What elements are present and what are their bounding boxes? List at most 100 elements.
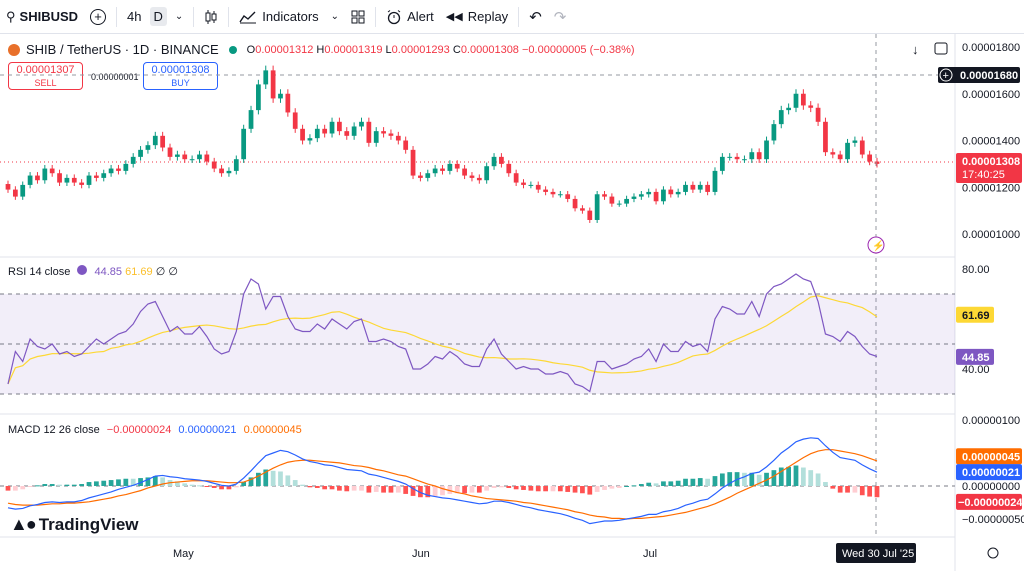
replay-button[interactable]: ◀◀ Replay	[440, 0, 514, 33]
macd-histogram-bar	[778, 467, 784, 486]
macd-histogram-bar	[638, 484, 644, 486]
candle-body	[27, 175, 33, 185]
macd-histogram-bar	[602, 486, 607, 490]
macd-histogram-bar	[395, 486, 401, 493]
candle-body	[226, 170, 232, 174]
macd-signal-line	[7, 449, 878, 520]
rsi-label[interactable]: RSI 14 close	[8, 266, 71, 278]
macd-histogram-bar	[646, 482, 652, 486]
macd-histogram-bar	[5, 486, 11, 491]
alert-button[interactable]: Alert	[380, 0, 440, 33]
rsi-ma-tag	[956, 306, 994, 323]
candle-body	[197, 154, 202, 160]
candle-body	[57, 173, 62, 183]
macd-label[interactable]: MACD 12 26 close	[8, 424, 100, 436]
candle-body	[764, 140, 769, 160]
candle-body	[646, 191, 652, 195]
candle-body	[616, 203, 622, 205]
macd-histogram-bar	[580, 486, 585, 494]
chart-type-button[interactable]	[198, 0, 224, 33]
indicators-dropdown[interactable]: ⌄	[325, 0, 345, 33]
macd-histogram-bar	[756, 474, 762, 486]
indicators-button[interactable]: Indicators	[233, 0, 324, 33]
price-tick-label: 0.00001400	[962, 136, 1020, 148]
macd-histogram-bar	[535, 486, 541, 492]
macd-signal-value: 0.00000045	[243, 424, 302, 436]
macd-histogram-bar	[418, 486, 423, 498]
macd-histogram-bar	[86, 482, 92, 486]
interval-4h[interactable]: 4h	[127, 9, 142, 24]
candle-body	[337, 121, 342, 132]
rsi-legend: RSI 14 close 44.85 61.69 ∅ ∅	[8, 265, 178, 278]
crosshair-date-tag	[836, 543, 916, 563]
candle-body	[123, 163, 129, 171]
candle-body	[786, 107, 792, 111]
candle-body	[130, 156, 136, 164]
candle-body	[830, 152, 836, 155]
macd-histogram-bar	[499, 486, 504, 488]
candle-body	[609, 196, 615, 204]
macd-signal-tag	[956, 448, 1022, 465]
macd-histogram-bar	[550, 486, 556, 492]
high-value: 0.00001319	[324, 43, 383, 56]
candle-body	[219, 168, 224, 174]
candle-body	[403, 140, 409, 150]
undo-button[interactable]: ↶	[523, 0, 548, 33]
interval-dropdown[interactable]: ⌄	[169, 0, 189, 33]
candle-body	[594, 194, 600, 220]
macd-histogram-bar	[263, 469, 269, 486]
interval-1d[interactable]: D	[148, 0, 169, 33]
macd-histogram-bar	[528, 486, 534, 491]
price-tick-label: 0.00001200	[962, 182, 1020, 194]
macd-histogram-bar	[292, 480, 298, 486]
price-tick-label: 0.00001600	[962, 89, 1020, 101]
sell-button[interactable]: 0.00001307 SELL	[8, 62, 83, 90]
crosshair-price-label: 0.00001680	[960, 70, 1018, 82]
macd-histogram-bar	[675, 480, 681, 486]
candle-body	[727, 156, 733, 158]
open-value: 0.00001312	[255, 43, 314, 56]
flash-glyph: ⚡	[872, 239, 884, 252]
macd-histogram-bar	[241, 482, 247, 486]
layouts-button[interactable]	[345, 0, 371, 33]
candle-body	[160, 135, 166, 148]
candle-body	[661, 189, 666, 202]
buy-button[interactable]: 0.00001308 BUY	[143, 62, 218, 90]
rsi-value: 44.85	[94, 266, 123, 278]
macd-histogram-bar	[108, 480, 114, 486]
candle-body	[152, 135, 158, 146]
symbol-search[interactable]: ⚲ SHIBUSD	[0, 0, 84, 33]
macd-histogram-bar	[742, 472, 747, 486]
candle-body	[653, 191, 659, 202]
rsi-ma-value: 61.69	[125, 266, 153, 278]
redo-button[interactable]: ↷	[548, 0, 573, 33]
candle-body	[211, 161, 217, 169]
candle-body	[292, 112, 298, 129]
candle-body	[543, 189, 548, 192]
macd-histogram-bar	[344, 486, 350, 492]
indicators-label: Indicators	[262, 9, 319, 24]
macd-line-tag-label: 0.00000021	[962, 467, 1020, 479]
settings-gear-icon	[987, 547, 999, 559]
compare-button[interactable]: +	[84, 0, 112, 33]
macd-histogram-bar	[307, 486, 313, 488]
candle-body	[241, 128, 247, 160]
candle-body	[749, 152, 755, 160]
candle-body	[351, 126, 357, 136]
macd-histogram-bar	[64, 484, 70, 486]
candle-body	[388, 133, 394, 136]
macd-histogram-bar	[182, 483, 188, 486]
redo-icon: ↷	[553, 8, 567, 26]
macd-histogram-bar	[771, 470, 777, 486]
chart-canvas[interactable]: 0.00001800 0.00001600 0.00001400 0.00001200…	[0, 34, 1024, 571]
candle-body	[815, 107, 821, 122]
candle-body	[874, 161, 880, 164]
macd-histogram-bar	[425, 486, 431, 498]
macd-histogram-bar	[42, 484, 48, 486]
time-axis-label: May	[173, 548, 194, 560]
tradingview-logo[interactable]: ▲● TradingView	[10, 514, 139, 535]
macd-histogram-bar	[71, 484, 77, 486]
symbol-title[interactable]: SHIB / TetherUS · 1D · BINANCE	[26, 42, 219, 57]
macd-histogram-bar	[484, 486, 490, 491]
rsi-extra-2: ∅	[168, 266, 178, 278]
